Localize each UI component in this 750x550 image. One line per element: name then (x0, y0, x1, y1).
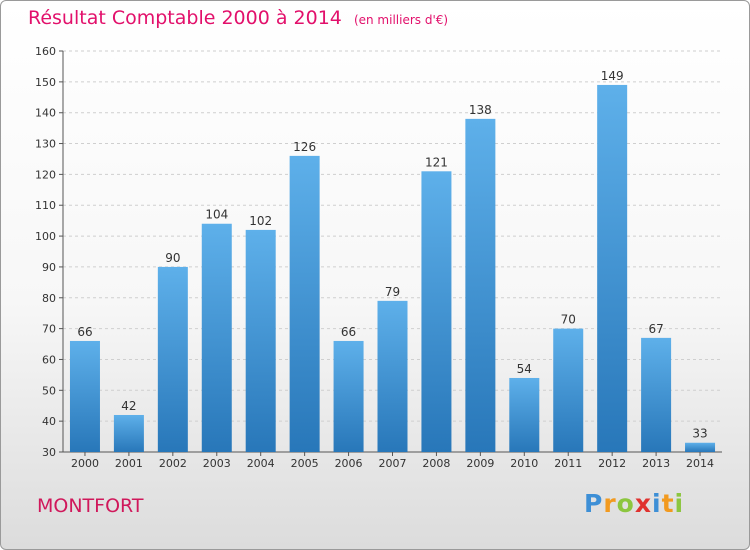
x-tick-label-2013: 2013 (642, 457, 670, 470)
x-tick-label-2008: 2008 (422, 457, 450, 470)
logo-letter: P (584, 489, 604, 518)
x-tick-label-2005: 2005 (291, 457, 319, 470)
bar-2014 (685, 442, 716, 452)
x-tick-label-2002: 2002 (159, 457, 187, 470)
y-tick-label: 140 (35, 107, 56, 120)
y-tick-label: 50 (42, 384, 56, 397)
proxiti-logo: Proxiti (584, 489, 684, 518)
bar-2013 (641, 337, 672, 452)
y-tick-label: 110 (35, 199, 56, 212)
y-tick-label: 90 (42, 261, 56, 274)
data-label-2002: 90 (165, 251, 180, 265)
bar-2009 (465, 118, 496, 452)
bar-2006 (333, 340, 364, 452)
y-tick-label: 60 (42, 353, 56, 366)
logo-letter: r (603, 489, 617, 518)
x-tick-label-2004: 2004 (247, 457, 275, 470)
data-label-2009: 138 (469, 103, 492, 117)
bar-2002 (157, 266, 188, 452)
bar-2005 (289, 155, 320, 452)
logo-letter: i (674, 489, 685, 518)
bar-2011 (553, 328, 584, 452)
y-tick-label: 40 (42, 415, 56, 428)
y-tick-label: 80 (42, 292, 56, 305)
data-label-2013: 67 (648, 322, 663, 336)
y-tick-label: 130 (35, 138, 56, 151)
logo-letter: o (616, 489, 635, 518)
x-tick-label-2006: 2006 (335, 457, 363, 470)
bar-2008 (421, 171, 452, 453)
data-label-2005: 126 (293, 140, 316, 154)
data-label-2006: 66 (341, 325, 356, 339)
chart-subtitle: (en milliers d'€) (353, 13, 449, 27)
bar-2003 (201, 223, 232, 452)
bar-2001 (113, 414, 144, 452)
x-tick-label-2001: 2001 (115, 457, 143, 470)
x-tick-label-2012: 2012 (598, 457, 626, 470)
logo-letter: x (634, 489, 652, 518)
data-label-2001: 42 (121, 399, 136, 413)
x-tick-label-2011: 2011 (554, 457, 582, 470)
logo-letter: i (652, 489, 662, 518)
data-label-2011: 70 (561, 313, 576, 327)
x-tick-label-2014: 2014 (686, 457, 714, 470)
bar-2000 (69, 340, 100, 452)
x-tick-label-2009: 2009 (466, 457, 494, 470)
logo-letter: t (661, 489, 675, 518)
data-label-2014: 33 (692, 427, 707, 441)
data-label-2007: 79 (385, 285, 400, 299)
data-label-2012: 149 (601, 69, 624, 83)
bar-2010 (509, 377, 540, 452)
y-tick-label: 120 (35, 168, 56, 181)
x-tick-label-2010: 2010 (510, 457, 538, 470)
y-tick-label: 100 (35, 230, 56, 243)
data-label-2010: 54 (517, 362, 532, 376)
bar-2007 (377, 300, 408, 452)
y-tick-label: 30 (42, 446, 56, 459)
bar-2012 (597, 84, 628, 452)
bar-2004 (245, 229, 276, 452)
x-tick-label-2007: 2007 (379, 457, 407, 470)
chart-title-text: Résultat Comptable 2000 à 2014 (28, 7, 342, 29)
data-label-2004: 102 (249, 214, 272, 228)
commune-name: MONTFORT (37, 495, 144, 517)
data-label-2003: 104 (205, 208, 228, 222)
x-tick-label-2003: 2003 (203, 457, 231, 470)
y-tick-label: 160 (35, 45, 56, 58)
y-tick-label: 150 (35, 76, 56, 89)
x-tick-label-2000: 2000 (71, 457, 99, 470)
y-tick-label: 70 (42, 323, 56, 336)
data-label-2000: 66 (77, 325, 92, 339)
chart-title: Résultat Comptable 2000 à 2014 (en milli… (28, 7, 448, 29)
data-label-2008: 121 (425, 155, 448, 169)
